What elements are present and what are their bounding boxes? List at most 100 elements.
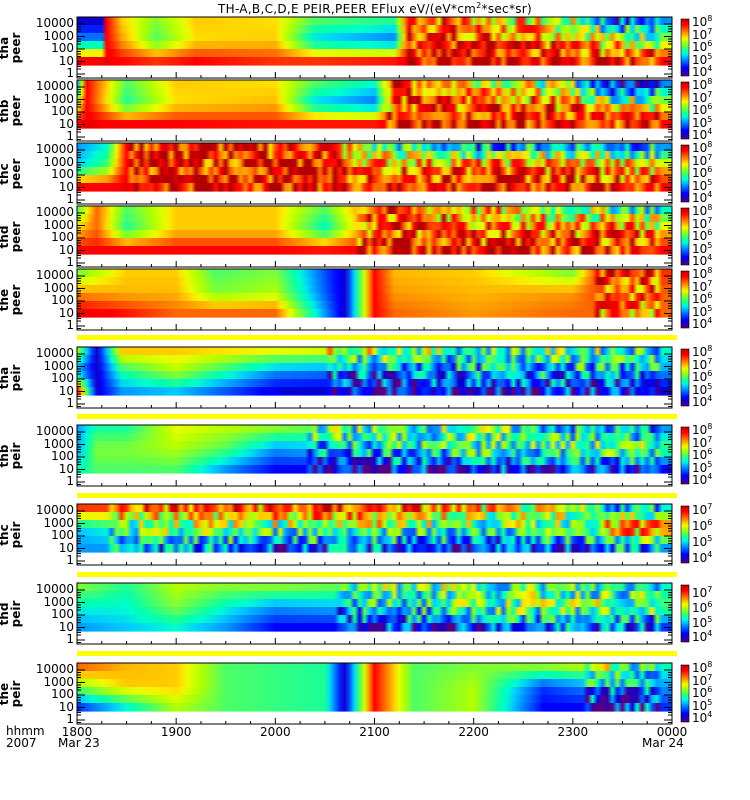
colorbar bbox=[680, 207, 690, 266]
spectrogram-band bbox=[77, 230, 672, 239]
y-tick-label: 10 bbox=[58, 699, 74, 714]
spectrogram-band bbox=[77, 347, 672, 356]
colorbar-tick-label: 105 bbox=[692, 697, 713, 713]
spectrogram-band bbox=[77, 25, 672, 34]
data-flag-bar bbox=[77, 414, 677, 419]
x-label-hhmm: hhmm bbox=[6, 724, 45, 738]
colorbar-tick-label: 108 bbox=[692, 660, 713, 676]
spectrogram-band bbox=[77, 528, 672, 537]
product-label: peir bbox=[9, 442, 23, 469]
y-tick-label: 10 bbox=[58, 540, 74, 555]
colorbar-tick-label: 107 bbox=[692, 672, 713, 688]
colorbar-tick-label: 107 bbox=[692, 89, 713, 105]
colorbar bbox=[680, 505, 690, 564]
data-flag-bar bbox=[77, 651, 677, 656]
y-tick-label: 1000 bbox=[43, 515, 74, 530]
spectrogram-band bbox=[77, 441, 672, 450]
y-tick-label: 100 bbox=[51, 371, 74, 385]
colorbar-tick-label: 104 bbox=[692, 127, 713, 143]
spectrogram-band bbox=[77, 520, 672, 529]
colorbar-tick-label: 107 bbox=[692, 585, 713, 601]
y-tick-label: 100 bbox=[51, 293, 74, 307]
x-tick-label: 2100 bbox=[359, 725, 390, 739]
colorbar-tick-label: 106 bbox=[692, 165, 713, 181]
spectrogram-band bbox=[77, 425, 672, 434]
spectrogram-band bbox=[77, 433, 672, 442]
spectrogram-band bbox=[77, 465, 672, 474]
spectrogram-band bbox=[77, 57, 672, 66]
colorbar-tick-label: 104 bbox=[692, 394, 713, 410]
spectrogram-band bbox=[77, 355, 672, 364]
colorbar bbox=[680, 584, 690, 643]
spectrogram-band bbox=[77, 104, 672, 113]
y-tick-label: 100 bbox=[51, 528, 74, 542]
panel-the-peir bbox=[76, 662, 673, 725]
product-label: peir bbox=[9, 521, 23, 548]
y-tick-label: 10000 bbox=[35, 16, 74, 30]
y-tick-label: 10 bbox=[58, 179, 74, 194]
colorbar bbox=[680, 664, 690, 723]
colorbar bbox=[680, 348, 690, 407]
y-tick-label: 1 bbox=[66, 129, 74, 143]
product-label: peer bbox=[9, 221, 23, 252]
spectrogram-band bbox=[77, 615, 672, 624]
y-tick-label: 1000 bbox=[43, 154, 74, 169]
x-tick-label: 1900 bbox=[160, 725, 192, 739]
product-label: peir bbox=[9, 364, 23, 391]
y-tick-label: 10 bbox=[58, 53, 74, 68]
panel-thd-peer bbox=[76, 205, 673, 268]
x-label-year: 2007 bbox=[6, 736, 37, 750]
spectrogram-band bbox=[77, 17, 672, 26]
colorbar-tick-label: 104 bbox=[692, 710, 713, 726]
spectrogram-band bbox=[77, 544, 672, 553]
spectrogram-band bbox=[77, 457, 672, 466]
panel-y-label: thd peir bbox=[0, 584, 23, 644]
spectrogram-band bbox=[77, 33, 672, 42]
colorbar-tick-label: 105 bbox=[692, 533, 713, 549]
colorbar-tick-label: 107 bbox=[692, 434, 713, 450]
colorbar-tick-label: 106 bbox=[692, 685, 713, 701]
x-tick-label: 2200 bbox=[458, 725, 489, 739]
colorbar bbox=[680, 270, 690, 329]
spectrogram-band bbox=[77, 599, 672, 608]
spectrogram-band bbox=[77, 206, 672, 215]
y-tick-label: 100 bbox=[51, 167, 74, 181]
colorbar-tick-label: 108 bbox=[692, 77, 713, 93]
colorbar-tick-label: 107 bbox=[692, 26, 713, 42]
colorbar bbox=[680, 18, 690, 77]
data-flag-bar bbox=[77, 493, 677, 498]
y-tick-label: 1000 bbox=[43, 358, 74, 373]
spectrogram-band bbox=[77, 151, 672, 160]
y-tick-label: 10 bbox=[58, 116, 74, 131]
spectrogram-band bbox=[77, 512, 672, 521]
spectrogram-band bbox=[77, 285, 672, 294]
product-label: peir bbox=[9, 600, 23, 627]
y-tick-label: 1000 bbox=[43, 91, 74, 106]
colorbar-tick-label: 105 bbox=[692, 303, 713, 319]
spectrogram-band bbox=[77, 159, 672, 168]
panel-thc-peer bbox=[76, 142, 673, 205]
colorbar-tick-label: 105 bbox=[692, 381, 713, 397]
y-tick-label: 1 bbox=[66, 255, 74, 269]
colorbar-tick-label: 106 bbox=[692, 228, 713, 244]
colorbar-tick-label: 108 bbox=[692, 422, 713, 438]
panel-thd-peir bbox=[76, 582, 673, 645]
colorbar-tick-label: 104 bbox=[692, 629, 713, 645]
spectrogram-band bbox=[77, 214, 672, 223]
spectrogram-band bbox=[77, 143, 672, 152]
spectrogram-band bbox=[77, 363, 672, 372]
colorbar-tick-label: 106 bbox=[692, 369, 713, 385]
y-tick-label: 1 bbox=[66, 396, 74, 410]
y-tick-label: 1000 bbox=[43, 217, 74, 232]
product-label: peer bbox=[9, 284, 23, 315]
colorbar-tick-label: 108 bbox=[692, 266, 713, 282]
y-tick-label: 1 bbox=[66, 553, 74, 567]
y-tick-label: 1000 bbox=[43, 280, 74, 295]
product-label: peir bbox=[9, 680, 23, 707]
spectrogram-band bbox=[77, 41, 672, 50]
colorbar-tick-label: 106 bbox=[692, 291, 713, 307]
y-tick-label: 10000 bbox=[35, 582, 74, 596]
colorbar-tick-label: 107 bbox=[692, 278, 713, 294]
panel-thb-peir bbox=[76, 424, 673, 487]
